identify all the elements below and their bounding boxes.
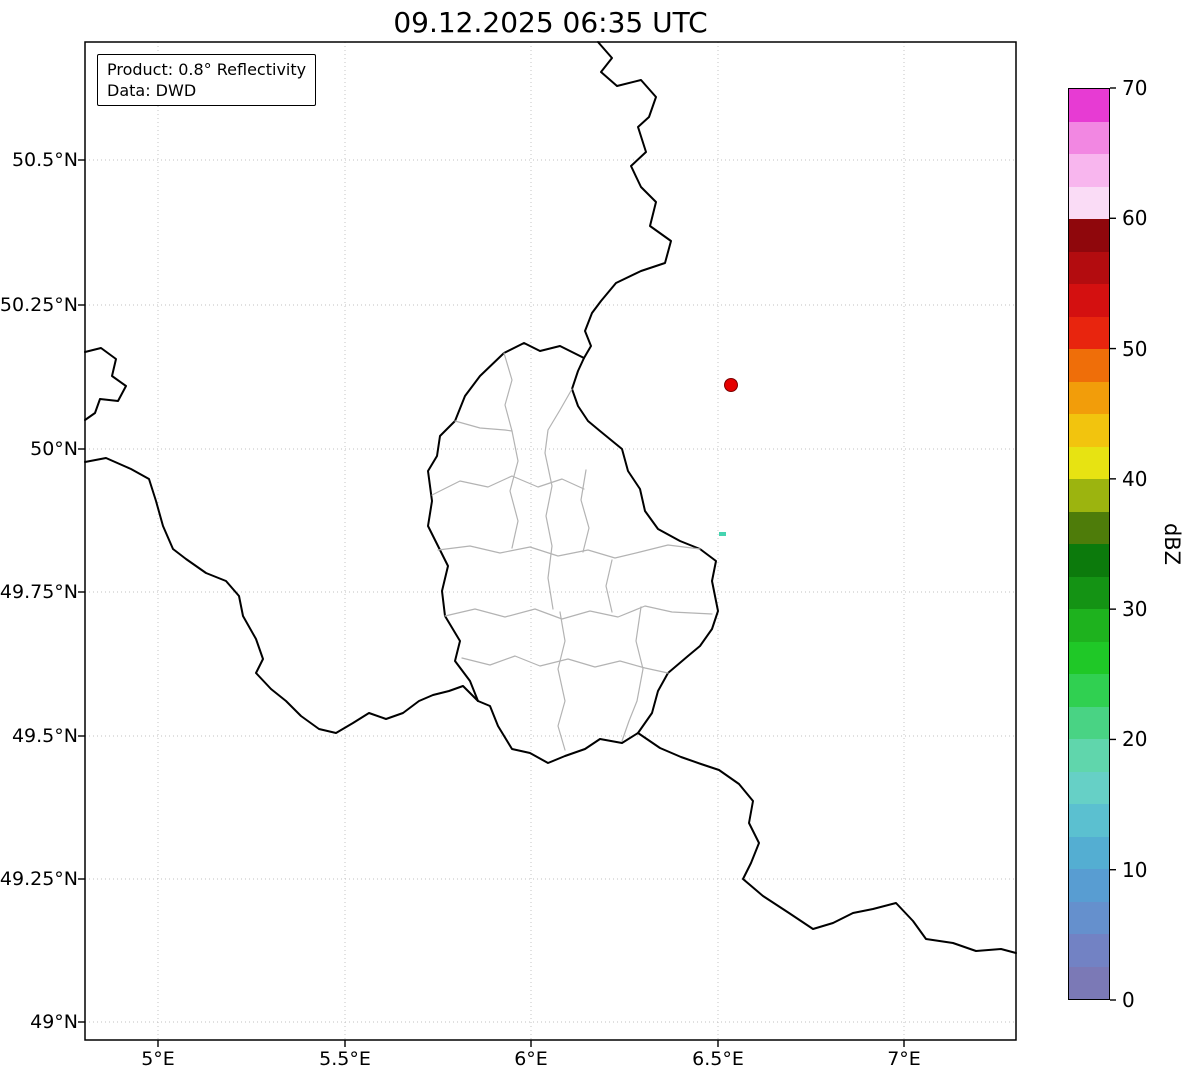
colorbar-band <box>1069 836 1109 869</box>
canton-line-6 <box>544 452 554 610</box>
x-tick-label: 6°E <box>514 1048 548 1070</box>
y-tick-label: 50°N <box>30 438 78 460</box>
product-annotation-box: Product: 0.8° Reflectivity Data: DWD <box>97 54 317 107</box>
annotation-product-line: Product: 0.8° Reflectivity <box>107 60 307 79</box>
y-tick-label: 49.25°N <box>0 868 78 890</box>
colorbar-band <box>1069 284 1109 317</box>
colorbar-band <box>1069 641 1109 674</box>
y-tick-label: 49°N <box>30 1011 78 1033</box>
radar-site-marker <box>724 378 738 392</box>
canton-line-1 <box>431 475 585 496</box>
colorbar-band <box>1069 966 1109 999</box>
plot-frame <box>84 41 1017 1041</box>
canton-line-7 <box>580 469 590 553</box>
colorbar-band <box>1069 706 1109 739</box>
canton-line-11 <box>503 352 513 432</box>
border-france-belgium-enclave <box>84 347 127 421</box>
colorbar-band <box>1069 511 1109 544</box>
border-france-germany <box>637 732 1017 954</box>
colorbar-band <box>1069 869 1109 902</box>
colorbar-band <box>1069 609 1109 642</box>
colorbar-band <box>1069 381 1109 414</box>
x-tick-label: 7°E <box>887 1048 921 1070</box>
colorbar-band <box>1069 771 1109 804</box>
y-tick-label: 49.5°N <box>11 725 78 747</box>
canton-line-4 <box>461 655 669 674</box>
canton-line-8 <box>557 611 566 751</box>
border-luxembourg <box>427 342 719 764</box>
colorbar-band <box>1069 479 1109 512</box>
colorbar-tick-label: 30 <box>1122 597 1148 622</box>
colorbar-tick-label: 40 <box>1122 466 1148 491</box>
x-tick-label: 6.5°E <box>692 1048 744 1070</box>
colorbar-band <box>1069 674 1109 707</box>
colorbar-tick-label: 50 <box>1122 336 1148 361</box>
y-tick-label: 50.25°N <box>0 294 78 316</box>
canton-line-3 <box>444 605 713 620</box>
colorbar-band <box>1069 349 1109 382</box>
colorbar-band <box>1069 186 1109 219</box>
colorbar-tick-label: 20 <box>1122 727 1148 752</box>
colorbar-band <box>1069 544 1109 577</box>
canton-line-13 <box>454 420 513 432</box>
canton-line-12 <box>544 388 573 454</box>
canton-line-10 <box>621 606 644 742</box>
colorbar-band <box>1069 219 1109 252</box>
colorbar-band <box>1069 446 1109 479</box>
y-tick-label: 50.5°N <box>11 149 78 171</box>
colorbar-band <box>1069 576 1109 609</box>
y-tick-label: 49.75°N <box>0 581 78 603</box>
radar-echo <box>719 532 726 536</box>
colorbar-tick-label: 60 <box>1122 206 1148 231</box>
colorbar <box>1068 88 1110 1000</box>
colorbar-tick-label: 0 <box>1122 988 1135 1012</box>
colorbar-band <box>1069 414 1109 447</box>
colorbar-band <box>1069 251 1109 284</box>
colorbar-tick-label: 70 <box>1122 76 1148 100</box>
colorbar-band <box>1069 804 1109 837</box>
canton-line-2 <box>437 544 701 559</box>
border-belgium-germany <box>583 41 672 359</box>
colorbar-band <box>1069 901 1109 934</box>
annotation-data-line: Data: DWD <box>107 81 197 101</box>
canton-line-9 <box>605 559 613 613</box>
colorbar-tick-label: 10 <box>1122 857 1148 882</box>
colorbar-band <box>1069 739 1109 772</box>
colorbar-band <box>1069 316 1109 349</box>
x-tick-label: 5°E <box>141 1048 175 1070</box>
colorbar-axis-label: dBZ <box>1160 522 1184 566</box>
colorbar-band <box>1069 154 1109 187</box>
plot-title: 09.12.2025 06:35 UTC <box>393 6 708 39</box>
x-tick-label: 5.5°E <box>319 1048 371 1070</box>
canton-line-5 <box>509 430 519 549</box>
colorbar-band <box>1069 934 1109 967</box>
colorbar-band <box>1069 89 1109 122</box>
border-france-belgium <box>84 457 479 734</box>
colorbar-band <box>1069 121 1109 154</box>
